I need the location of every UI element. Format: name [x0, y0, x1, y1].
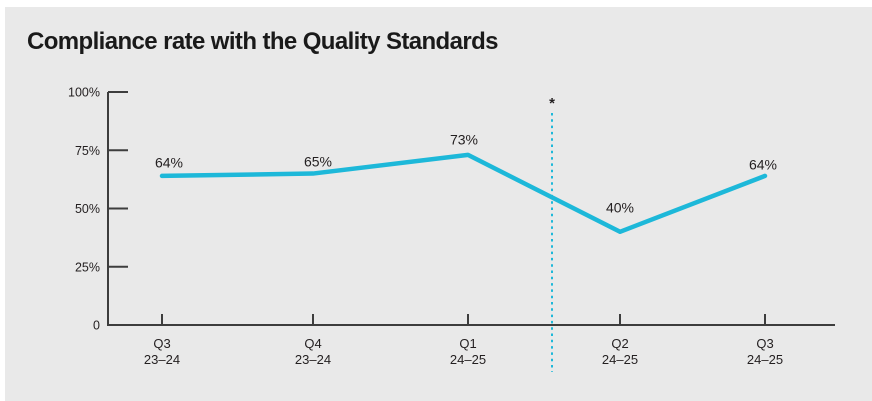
data-point-label: 40% [606, 199, 634, 215]
y-tick-label: 100% [68, 86, 100, 100]
x-category-label: Q3 24–25 [747, 336, 783, 367]
x-category-label: Q4 23–24 [295, 336, 331, 367]
trend-line [159, 152, 768, 235]
x-category-label: Q3 23–24 [144, 336, 180, 367]
asterisk-annotation: * [549, 95, 555, 112]
data-point-label: 73% [450, 131, 478, 147]
y-tick-label: 50% [75, 202, 100, 216]
y-tick-label: 25% [75, 260, 100, 274]
x-category-label: Q2 24–25 [602, 336, 638, 367]
chart-panel [5, 7, 872, 401]
chart-title: Compliance rate with the Quality Standar… [27, 28, 499, 55]
data-point-label: 64% [749, 156, 777, 172]
x-category-label: Q1 24–25 [450, 336, 486, 367]
y-tick-label: 0 [93, 319, 100, 333]
data-point-label: 65% [304, 154, 332, 170]
y-tick-label: 75% [75, 144, 100, 158]
data-point-label: 64% [155, 154, 183, 170]
